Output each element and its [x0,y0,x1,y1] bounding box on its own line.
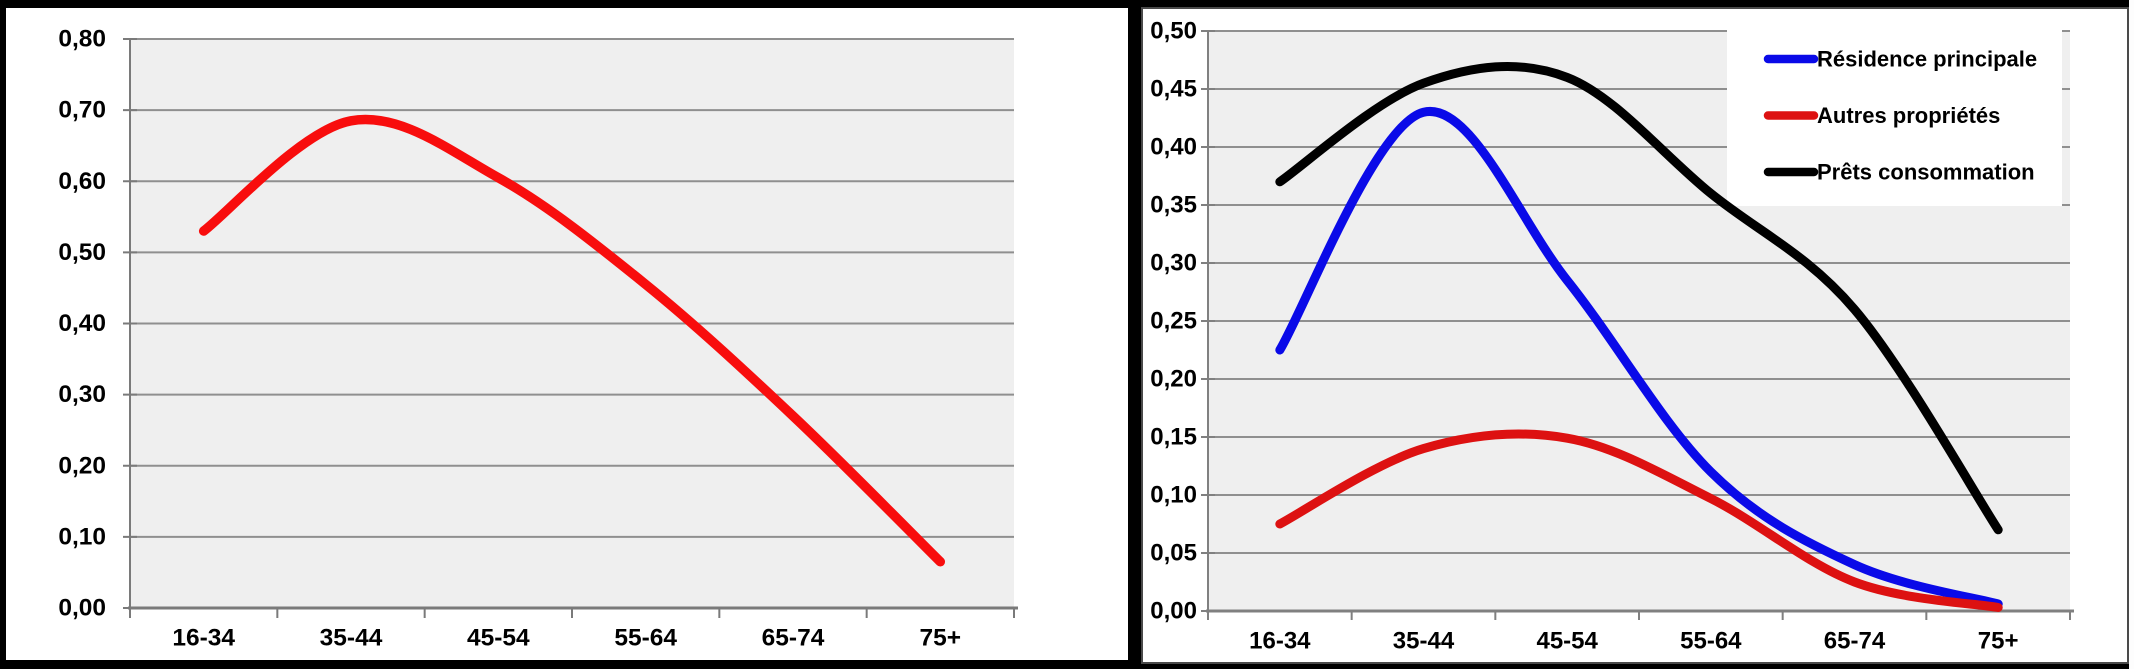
legend-label: Autres propriétés [1817,103,2000,128]
y-tick-label: 0,05 [1150,540,1197,567]
y-tick-label: 0,10 [1150,482,1197,509]
left-line-chart: 0,80 0,70 0,60 0,50 0,40 0,30 0,20 0,10 0,00 16-3… [58,26,1018,652]
x-category-label: 45-54 [1536,628,1598,655]
y-tick-label: 0,15 [1150,424,1197,451]
x-category-label: 65-74 [762,625,825,652]
left-chart-panel: 0,80 0,70 0,60 0,50 0,40 0,30 0,20 0,10 0,00 16-3… [6,8,1128,660]
y-tick-label: 0,30 [1150,250,1197,277]
x-category-label: 16-34 [172,625,235,652]
series-line-pr-ts-consommation [1275,62,2003,535]
legend-label: Prêts consommation [1817,160,2035,185]
series-line-autres-propri-t-s [1275,429,2003,612]
y-tick-label: 0,40 [1150,134,1197,161]
x-category-label: 16-34 [1249,628,1311,655]
y-tick-label: 0,20 [58,452,106,479]
right-chart-panel: 0,50 0,45 0,40 0,35 0,30 0,25 0,20 0,15 0,10 0,05… [1141,7,2129,664]
y-tick-label: 0,00 [58,595,106,622]
y-tick-label: 0,25 [1150,308,1197,335]
y-tick-label: 0,40 [58,310,106,337]
y-tick-label: 0,35 [1150,192,1197,219]
legend-label: Résidence principale [1817,47,2037,72]
x-category-label: 75+ [1978,628,2019,655]
y-tick-label: 0,20 [1150,366,1197,393]
x-category-label: 45-54 [467,625,530,652]
series-line [198,114,946,567]
x-category-label: 55-64 [614,625,677,652]
x-category-label: 35-44 [320,625,383,652]
x-category-label: 35-44 [1393,628,1455,655]
right-line-chart: 0,50 0,45 0,40 0,35 0,30 0,25 0,20 0,15 0,10 0,05… [1150,18,2074,655]
x-category-label: 65-74 [1824,628,1886,655]
x-category-label: 55-64 [1680,628,1742,655]
y-tick-label: 0,45 [1150,76,1197,103]
y-tick-label: 0,60 [58,168,106,195]
y-tick-label: 0,70 [58,97,106,124]
y-tick-label: 0,30 [58,381,106,408]
y-tick-label: 0,80 [58,26,106,53]
y-tick-label: 0,10 [58,523,106,550]
x-category-label: 75+ [920,625,962,652]
y-tick-label: 0,00 [1150,598,1197,625]
y-tick-label: 0,50 [1150,18,1197,45]
series-line-r-sidence-principale [1275,107,2003,609]
y-tick-label: 0,50 [58,239,106,266]
page-edge-strip [2129,0,2134,669]
